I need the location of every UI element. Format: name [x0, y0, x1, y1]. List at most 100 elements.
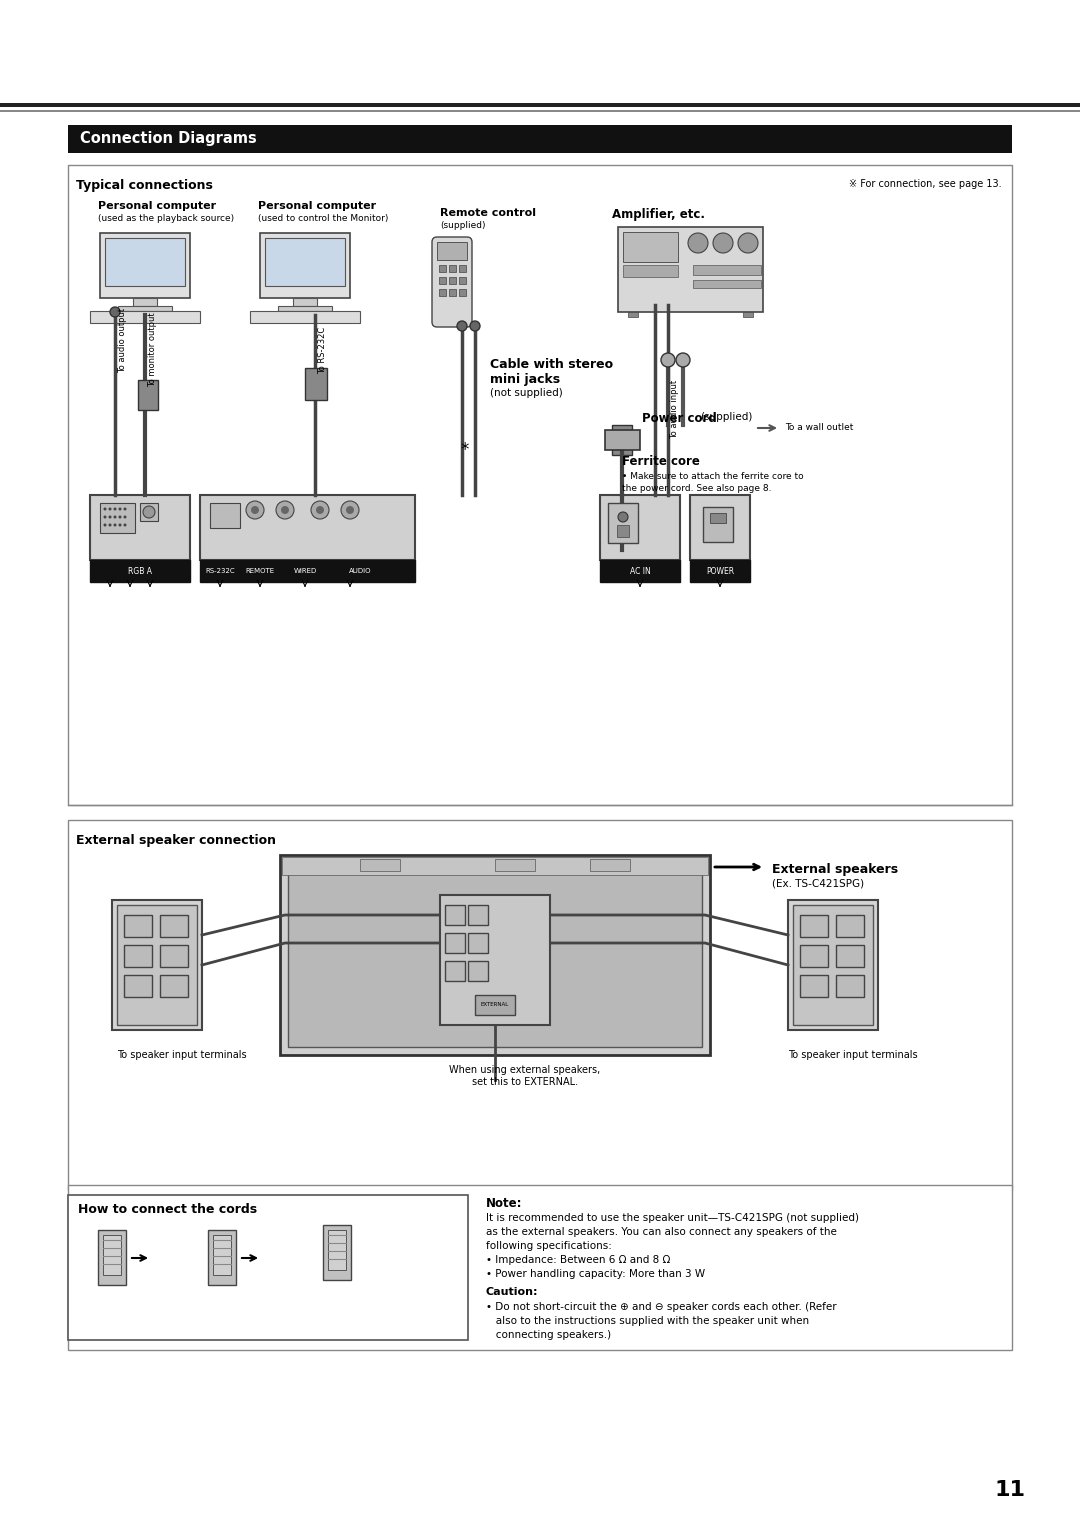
Circle shape: [104, 524, 107, 527]
Bar: [160, 916, 188, 937]
Bar: [590, 859, 630, 871]
Circle shape: [676, 354, 690, 367]
Bar: [328, 1229, 346, 1271]
Bar: [618, 227, 762, 312]
Bar: [600, 560, 680, 582]
Bar: [138, 380, 158, 410]
Circle shape: [713, 233, 733, 253]
Bar: [0, 103, 1080, 107]
Text: EXTERNAL: EXTERNAL: [481, 1003, 509, 1007]
Bar: [800, 916, 828, 937]
Bar: [690, 495, 750, 560]
Bar: [475, 995, 515, 1015]
Text: External speakers: External speakers: [772, 863, 899, 876]
Text: To RS-232C: To RS-232C: [318, 326, 327, 374]
Bar: [623, 265, 678, 277]
Bar: [0, 110, 1080, 112]
Circle shape: [113, 524, 117, 527]
Bar: [100, 233, 190, 299]
Text: ※ For connection, see page 13.: ※ For connection, see page 13.: [849, 179, 1002, 188]
Bar: [468, 932, 488, 952]
Text: When using external speakers,
set this to EXTERNAL.: When using external speakers, set this t…: [449, 1066, 600, 1087]
Text: • Make sure to attach the ferrite core to: • Make sure to attach the ferrite core t…: [622, 472, 804, 481]
Bar: [690, 560, 750, 582]
Bar: [449, 265, 456, 273]
Bar: [449, 289, 456, 295]
Bar: [440, 896, 550, 1024]
Text: To speaker input terminals: To speaker input terminals: [788, 1050, 918, 1059]
Bar: [438, 277, 446, 283]
Bar: [103, 1236, 121, 1275]
Text: • Do not short-circuit the ⊕ and ⊖ speaker cords each other. (Refer
   also to t: • Do not short-circuit the ⊕ and ⊖ speak…: [486, 1301, 837, 1340]
Text: Connection Diagrams: Connection Diagrams: [80, 132, 257, 147]
Circle shape: [119, 524, 121, 527]
Bar: [459, 265, 465, 273]
Text: Personal computer: Personal computer: [98, 201, 216, 211]
Circle shape: [123, 507, 126, 510]
Bar: [280, 854, 710, 1055]
FancyBboxPatch shape: [432, 237, 472, 328]
Bar: [468, 905, 488, 925]
Bar: [445, 905, 465, 925]
Text: Note:: Note:: [486, 1197, 523, 1209]
Circle shape: [316, 507, 324, 514]
Bar: [208, 1229, 237, 1285]
Bar: [260, 233, 350, 299]
Text: Personal computer: Personal computer: [258, 201, 376, 211]
Text: How to connect the cords: How to connect the cords: [78, 1203, 257, 1216]
Bar: [710, 513, 726, 524]
Bar: [213, 1236, 231, 1275]
Bar: [124, 945, 152, 968]
Text: Amplifier, etc.: Amplifier, etc.: [611, 208, 704, 220]
Text: *: *: [461, 441, 469, 459]
Bar: [605, 430, 640, 450]
Circle shape: [738, 233, 758, 253]
Text: POWER: POWER: [706, 566, 734, 576]
Circle shape: [113, 507, 117, 510]
Text: the power cord. See also page 8.: the power cord. See also page 8.: [622, 484, 771, 493]
Bar: [743, 312, 753, 317]
Text: (used as the playback source): (used as the playback source): [98, 214, 234, 224]
Circle shape: [113, 516, 117, 519]
Bar: [323, 1225, 351, 1280]
Text: AC IN: AC IN: [630, 566, 650, 576]
Bar: [437, 242, 467, 260]
Bar: [98, 1229, 126, 1285]
Bar: [160, 975, 188, 997]
Circle shape: [311, 501, 329, 519]
Circle shape: [123, 516, 126, 519]
Circle shape: [108, 524, 111, 527]
Circle shape: [104, 507, 107, 510]
Bar: [90, 560, 190, 582]
Bar: [124, 916, 152, 937]
Bar: [105, 237, 185, 286]
Circle shape: [618, 511, 627, 522]
Bar: [100, 504, 135, 533]
Bar: [360, 859, 400, 871]
Bar: [800, 945, 828, 968]
Text: Typical connections: Typical connections: [76, 179, 213, 191]
Circle shape: [251, 507, 259, 514]
Circle shape: [110, 308, 120, 317]
Text: AUDIO: AUDIO: [349, 568, 372, 574]
Bar: [68, 1185, 1012, 1350]
Text: Power cord: Power cord: [642, 412, 717, 426]
Circle shape: [661, 354, 675, 367]
Bar: [449, 277, 456, 283]
Bar: [282, 857, 708, 876]
Bar: [90, 495, 190, 560]
Text: (supplied): (supplied): [440, 220, 486, 230]
Bar: [112, 900, 202, 1030]
Bar: [438, 265, 446, 273]
Text: It is recommended to use the speaker unit—TS-C421SPG (not supplied)
as the exter: It is recommended to use the speaker uni…: [486, 1213, 859, 1278]
Text: To audio output: To audio output: [118, 308, 127, 372]
Circle shape: [470, 322, 480, 331]
Bar: [90, 311, 200, 323]
Bar: [445, 961, 465, 981]
Bar: [160, 945, 188, 968]
Circle shape: [346, 507, 354, 514]
Text: RS-232C: RS-232C: [205, 568, 234, 574]
Circle shape: [281, 507, 289, 514]
Bar: [200, 495, 415, 560]
Bar: [836, 916, 864, 937]
